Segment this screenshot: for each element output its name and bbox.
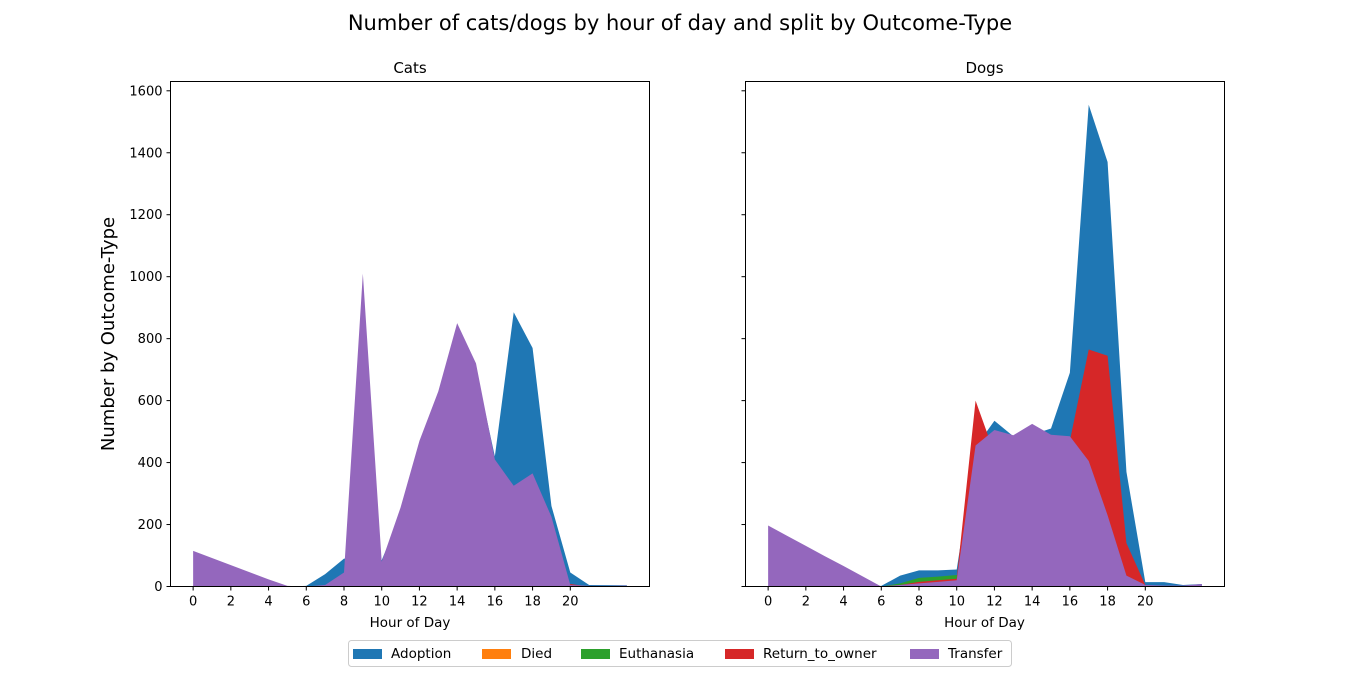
- cats-x-tick-label: 4: [264, 595, 272, 610]
- cats-x-ticks: 0 2 4 6 8 10 12 14 16 18 20: [189, 586, 579, 610]
- dogs-plot-frame: [745, 81, 1225, 587]
- cats-y-tick-label: 1600: [129, 84, 162, 99]
- dogs-area-layer: [768, 104, 1202, 587]
- dogs-x-tick-label: 12: [986, 595, 1003, 610]
- cats-y-tick-label: 1400: [129, 146, 162, 161]
- dogs-x-tick-label: 0: [764, 595, 772, 610]
- legend-label-adoption: Adoption: [391, 646, 451, 662]
- y-axis-label: Number by Outcome-Type: [98, 217, 119, 451]
- cats-panel-title: Cats: [393, 59, 427, 77]
- legend-frame: [348, 640, 1012, 667]
- cats-area-transfer: [193, 273, 627, 587]
- cats-y-tick-label: 200: [138, 518, 163, 533]
- cats-x-tick-label: 6: [302, 595, 310, 610]
- legend-swatch-died: [482, 649, 511, 659]
- cats-y-tick-label: 800: [138, 332, 163, 347]
- figure-title: Number of cats/dogs by hour of day and s…: [348, 11, 1012, 35]
- cats-plot-frame: [170, 81, 650, 587]
- cats-x-tick-label: 20: [562, 595, 579, 610]
- cats-y-ticks: 0 200 400 600 800 1000 1200 1400 1600: [129, 84, 171, 595]
- cats-y-tick-label: 1000: [129, 270, 162, 285]
- legend-swatch-euthanasia: [581, 649, 610, 659]
- dogs-x-tick-label: 14: [1024, 595, 1041, 610]
- cats-x-tick-label: 12: [411, 595, 428, 610]
- dogs-panel-title: Dogs: [965, 59, 1003, 77]
- dogs-x-tick-label: 18: [1099, 595, 1116, 610]
- cats-x-tick-label: 8: [340, 595, 348, 610]
- legend: Adoption Died Euthanasia Return_to_owner Tra…: [348, 640, 1012, 667]
- cats-x-tick-label: 18: [524, 595, 541, 610]
- dogs-x-tick-label: 2: [802, 595, 810, 610]
- dogs-x-axis-label: Hour of Day: [944, 615, 1025, 631]
- legend-items: Adoption Died Euthanasia Return_to_owner Tra…: [353, 646, 1003, 662]
- cats-x-tick-label: 2: [227, 595, 235, 610]
- cats-x-tick-label: 0: [189, 595, 197, 610]
- dogs-x-tick-label: 10: [948, 595, 965, 610]
- cats-x-axis-label: Hour of Day: [370, 615, 451, 631]
- cats-x-tick-label: 16: [487, 595, 504, 610]
- legend-swatch-transfer: [910, 649, 939, 659]
- cats-y-tick-label: 1200: [129, 208, 162, 223]
- legend-label-died: Died: [521, 646, 552, 662]
- cats-x-tick-label: 14: [449, 595, 466, 610]
- dogs-x-ticks: 0 2 4 6 8 10 12 14 16 18 20: [764, 586, 1154, 610]
- cats-y-tick-label: 400: [138, 456, 163, 471]
- cats-panel: Cats Hour of Day 0 2 4 6 8 10 12 14 16 18 20 0 200 4…: [129, 59, 650, 631]
- legend-label-euthanasia: Euthanasia: [619, 646, 694, 662]
- cats-y-tick-label: 0: [154, 580, 162, 595]
- dogs-panel: Dogs Hour of Day 0 2 4 6 8 10 12 14 16 18 20: [741, 59, 1225, 631]
- legend-swatch-adoption: [353, 649, 382, 659]
- dogs-x-tick-label: 20: [1137, 595, 1154, 610]
- cats-area-layer: [193, 273, 627, 587]
- cats-y-tick-label: 600: [138, 394, 163, 409]
- dogs-x-tick-label: 8: [915, 595, 923, 610]
- dogs-y-ticks: [741, 90, 746, 587]
- legend-label-return-to-owner: Return_to_owner: [763, 646, 877, 662]
- dogs-x-tick-label: 16: [1062, 595, 1079, 610]
- dogs-area-transfer: [768, 423, 1202, 587]
- dogs-x-tick-label: 6: [877, 595, 885, 610]
- dogs-x-tick-label: 4: [839, 595, 847, 610]
- legend-swatch-return-to-owner: [725, 649, 754, 659]
- cats-x-tick-label: 10: [373, 595, 390, 610]
- legend-label-transfer: Transfer: [947, 646, 1003, 662]
